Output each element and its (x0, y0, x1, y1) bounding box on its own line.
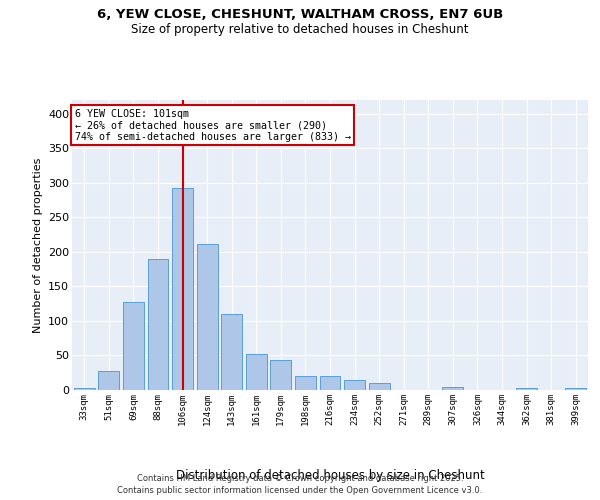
Text: Size of property relative to detached houses in Cheshunt: Size of property relative to detached ho… (131, 22, 469, 36)
Bar (98, 370, 119, 390)
Bar (368, 383, 389, 390)
Bar (320, 376, 340, 390)
Bar (148, 259, 169, 390)
Bar (295, 376, 316, 390)
Text: 6, YEW CLOSE, CHESHUNT, WALTHAM CROSS, EN7 6UB: 6, YEW CLOSE, CHESHUNT, WALTHAM CROSS, E… (97, 8, 503, 20)
Y-axis label: Number of detached properties: Number of detached properties (32, 158, 43, 332)
Bar (516, 388, 537, 390)
Bar (442, 387, 463, 390)
Text: Distribution of detached houses by size in Cheshunt: Distribution of detached houses by size … (176, 470, 484, 482)
Bar (123, 302, 144, 390)
Bar (74, 388, 95, 390)
Text: 6 YEW CLOSE: 101sqm
← 26% of detached houses are smaller (290)
74% of semi-detac: 6 YEW CLOSE: 101sqm ← 26% of detached ho… (74, 108, 350, 142)
Bar (565, 388, 586, 390)
Bar (221, 314, 242, 390)
Bar (246, 354, 267, 390)
Text: Contains HM Land Registry data © Crown copyright and database right 2025.
Contai: Contains HM Land Registry data © Crown c… (118, 474, 482, 495)
Bar (344, 380, 365, 390)
Bar (271, 360, 292, 390)
Bar (172, 188, 193, 390)
Bar (197, 244, 218, 390)
